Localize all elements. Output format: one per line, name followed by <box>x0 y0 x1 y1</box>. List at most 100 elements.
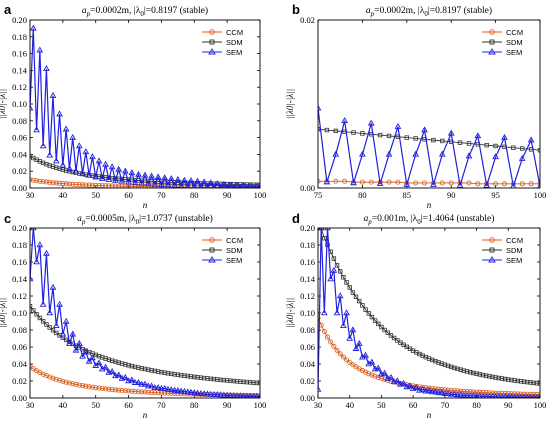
ccm-point <box>109 387 115 393</box>
sdm-point <box>404 135 409 140</box>
ccm-point <box>112 387 118 393</box>
sem-point <box>367 119 375 126</box>
sdm-point <box>379 324 384 330</box>
sem-point <box>528 393 533 398</box>
sem-point <box>174 175 182 182</box>
sem-point <box>223 391 231 398</box>
x-tick-label: 90 <box>223 400 232 410</box>
ccm-point <box>89 384 95 390</box>
title-part-sub2: 0 <box>417 218 421 226</box>
x-tick-label: 80 <box>190 190 199 200</box>
sdm-point <box>37 315 43 321</box>
sem-point <box>343 309 350 316</box>
x-tick-label: 60 <box>409 400 418 410</box>
title-part-mid: =0.0002m, |λ <box>374 6 425 16</box>
sem-point <box>164 181 172 188</box>
ccm-point <box>30 364 33 370</box>
ccm-point <box>451 388 457 394</box>
sdm-point <box>360 131 365 136</box>
y-tick-label: 0.08 <box>12 116 27 126</box>
panel-label: c <box>4 211 11 226</box>
x-tick-label: 40 <box>345 400 354 410</box>
panel-c: c ap=0.0005m, |λ0|=1.0737 (unstable) 0.00 0… <box>0 211 266 420</box>
sem-point <box>456 181 464 188</box>
y-tick-label: 0.08 <box>12 325 27 335</box>
sdm-point <box>431 137 436 143</box>
sem-point <box>385 150 393 157</box>
sem-point <box>46 151 54 158</box>
sem-point <box>332 150 340 157</box>
sem-point <box>451 390 458 397</box>
sem-point <box>75 339 83 346</box>
sem-point <box>141 171 149 178</box>
sem-point <box>102 160 109 167</box>
ccm-point <box>129 388 135 394</box>
panel-d: d ap=0.001m, |λ0|=1.4064 (unstable) 0.00 0.… <box>285 211 546 420</box>
ccm-point <box>486 390 492 396</box>
title-part-sub: p <box>367 218 372 226</box>
sem-point <box>438 389 446 396</box>
title-part-end: |=1.0737 (unstable) <box>139 213 213 224</box>
sem-point <box>257 184 260 188</box>
sem-point <box>36 46 44 53</box>
y-tick-label: 0.20 <box>12 15 27 25</box>
ccm-point <box>372 373 378 379</box>
sem-point <box>359 150 366 157</box>
ccm-point <box>76 382 82 388</box>
sem-point <box>121 373 129 380</box>
sem-point <box>233 181 241 188</box>
x-tick-label: 100 <box>254 190 267 200</box>
ccm-point <box>359 179 365 185</box>
sem-point <box>33 258 40 265</box>
title-part-sub: p <box>370 10 375 18</box>
ccm-point <box>142 389 148 395</box>
sdm-point <box>457 140 463 145</box>
sem-point <box>447 129 455 136</box>
sem-point <box>320 309 328 316</box>
ccm-point <box>47 374 53 380</box>
sem-point <box>59 330 67 337</box>
legend-label-ccm: CCM <box>506 236 523 245</box>
sem-point <box>141 380 149 387</box>
x-tick-label: 80 <box>472 400 481 410</box>
sem-point <box>66 164 73 171</box>
sdm-point <box>54 330 59 336</box>
sem-point <box>184 182 191 188</box>
sem-point <box>419 385 427 392</box>
chart-title: ap=0.001m, |λ0|=1.4064 (unstable) <box>364 213 495 226</box>
sem-point <box>144 382 152 389</box>
sem-point <box>108 367 116 374</box>
ccm-point <box>508 391 514 397</box>
ccm-point <box>493 390 499 396</box>
ccm-point <box>122 183 128 188</box>
ccm-point <box>484 181 490 187</box>
sdm-point <box>499 376 505 381</box>
ccm-point <box>162 390 168 396</box>
x-tick-label: 60 <box>124 190 133 200</box>
y-tick-label: 0.00 <box>12 393 27 403</box>
sem-point <box>75 142 83 149</box>
x-tick-label: 70 <box>441 400 450 410</box>
sem-point <box>220 391 228 398</box>
sem-point <box>213 180 221 187</box>
sem-point <box>527 136 535 143</box>
x-axis-label: n <box>143 200 148 210</box>
ccm-point <box>112 183 118 188</box>
ccm-point <box>344 357 350 363</box>
sdm-point <box>31 308 36 313</box>
sem-point <box>489 392 496 398</box>
sem-point <box>318 104 322 111</box>
sem-point <box>220 180 228 187</box>
ccm-point <box>86 182 92 188</box>
sem-point <box>400 379 407 386</box>
sdm-point <box>372 318 378 323</box>
sem-point <box>327 275 335 282</box>
sem-point <box>492 393 499 398</box>
sdm-point <box>357 298 362 304</box>
legend-marker-sdm <box>209 39 215 45</box>
sem-point <box>92 173 100 180</box>
sdm-point <box>47 325 52 330</box>
ccm-point <box>333 178 339 184</box>
ccm-point <box>442 387 448 393</box>
ccm-point <box>63 379 69 385</box>
